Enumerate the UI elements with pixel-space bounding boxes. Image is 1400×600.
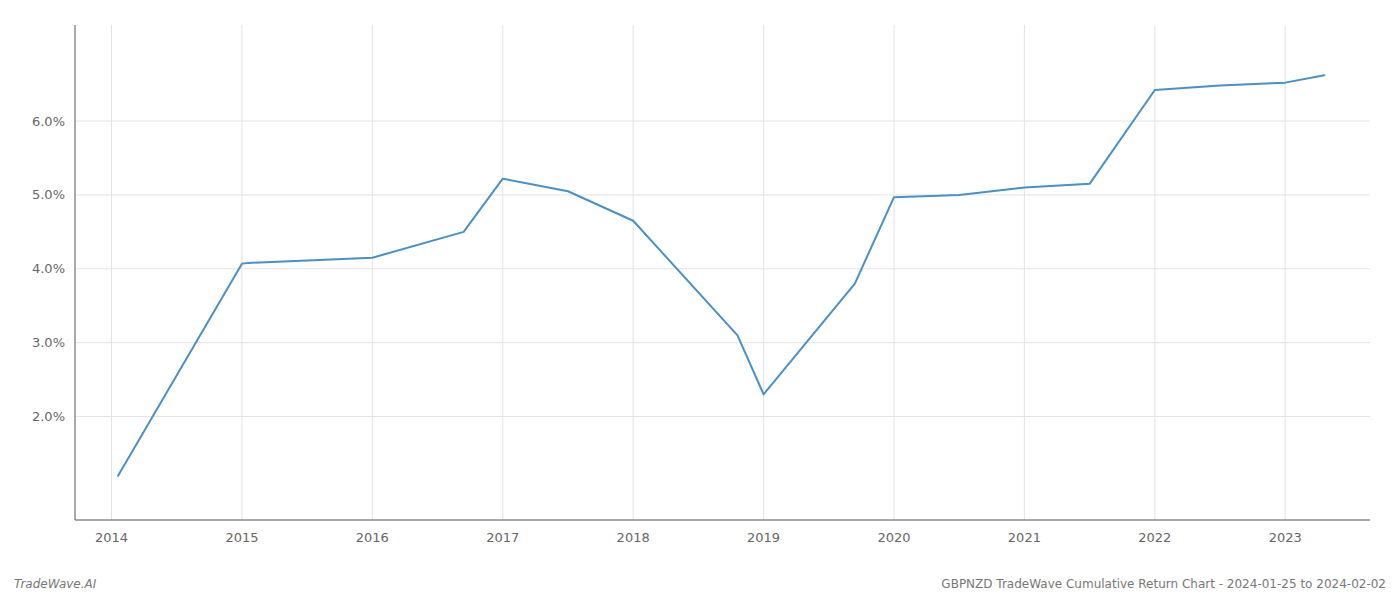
x-grid-line [241, 25, 242, 520]
x-tick-label: 2018 [617, 530, 650, 545]
x-grid-line [1154, 25, 1155, 520]
y-grid-line [75, 194, 1370, 195]
y-grid-line [75, 342, 1370, 343]
x-grid-line [1285, 25, 1286, 520]
grid [75, 25, 1370, 520]
line [118, 75, 1324, 475]
y-tick-label: 2.0% [32, 409, 65, 424]
x-axis-line [75, 520, 1370, 521]
x-grid-line [372, 25, 373, 520]
y-tick-label: 6.0% [32, 114, 65, 129]
x-grid-line [1024, 25, 1025, 520]
x-grid-line [763, 25, 764, 520]
y-tick-label: 4.0% [32, 261, 65, 276]
y-grid-line [75, 268, 1370, 269]
chart: 2014 2015 2016 2017 2018 2019 2020 2021 2022 2023… [0, 0, 1400, 600]
x-grid-line [893, 25, 894, 520]
x-grid-line [502, 25, 503, 520]
y-grid-line [75, 416, 1370, 417]
x-tick-label: 2017 [486, 530, 519, 545]
x-grid-line [633, 25, 634, 520]
footer-right: GBPNZD TradeWave Cumulative Return Chart… [941, 577, 1386, 591]
x-tick-label: 2015 [225, 530, 258, 545]
x-grid-line [111, 25, 112, 520]
x-tick-label: 2014 [95, 530, 128, 545]
x-tick-label: 2020 [877, 530, 910, 545]
y-grid-line [75, 121, 1370, 122]
plot-area [118, 75, 1324, 475]
footer-left: TradeWave.AI [14, 577, 97, 591]
x-tick-label: 2019 [747, 530, 780, 545]
tick-labels: 2014 2015 2016 2017 2018 2019 2020 2021 2022 2023… [32, 114, 1302, 545]
y-axis-line [75, 25, 76, 520]
background [0, 0, 1400, 600]
x-tick-label: 2023 [1269, 530, 1302, 545]
x-tick-label: 2016 [356, 530, 389, 545]
x-tick-label: 2021 [1008, 530, 1041, 545]
x-tick-label: 2022 [1138, 530, 1171, 545]
y-tick-label: 3.0% [32, 335, 65, 350]
y-tick-label: 5.0% [32, 187, 65, 202]
